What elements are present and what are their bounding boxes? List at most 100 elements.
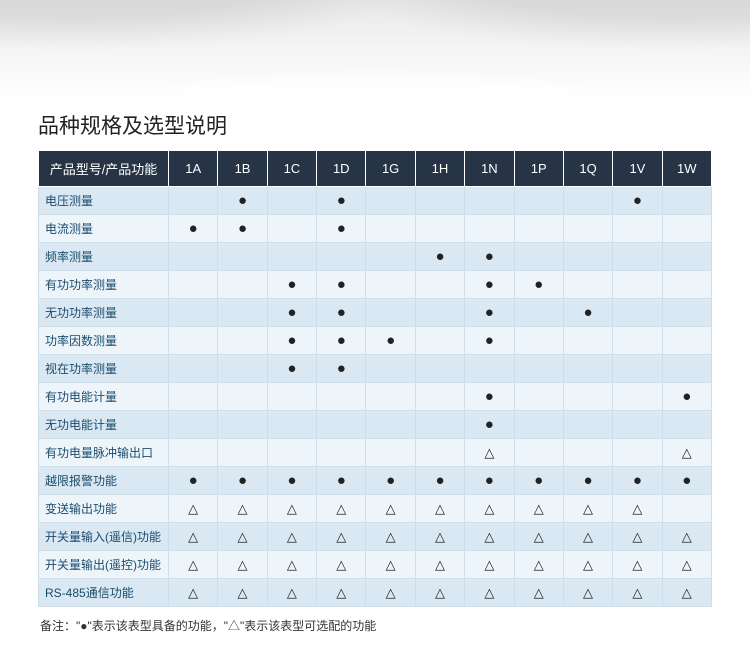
cell [415, 439, 464, 467]
cell [662, 187, 711, 215]
cell [267, 411, 316, 439]
cell: △ [366, 495, 415, 523]
cell [563, 383, 612, 411]
row-label: 功率因数测量 [39, 327, 169, 355]
cell [613, 439, 662, 467]
cell [415, 299, 464, 327]
cell: △ [169, 579, 218, 607]
header-col: 1W [662, 151, 711, 187]
cell [218, 355, 267, 383]
header-col: 1N [465, 151, 514, 187]
cell: △ [218, 579, 267, 607]
cell: ● [662, 383, 711, 411]
cell [613, 299, 662, 327]
decorative-banner [0, 0, 750, 100]
cell [267, 383, 316, 411]
cell [366, 187, 415, 215]
cell [662, 215, 711, 243]
cell [267, 243, 316, 271]
table-row: 有功电能计量 ● ● [39, 383, 712, 411]
cell: △ [662, 523, 711, 551]
table-row: 有功功率测量●●●● [39, 271, 712, 299]
cell [366, 243, 415, 271]
cell [563, 271, 612, 299]
table-row: 开关量输入(遥信)功能△△△△△△△△△△△ [39, 523, 712, 551]
cell [514, 243, 563, 271]
cell [662, 299, 711, 327]
cell: ● [267, 271, 316, 299]
cell [563, 355, 612, 383]
cell: ● [366, 327, 415, 355]
row-label: 有功功率测量 [39, 271, 169, 299]
header-col: 1H [415, 151, 464, 187]
cell: ● [317, 327, 366, 355]
cell: △ [514, 579, 563, 607]
cell [169, 187, 218, 215]
cell [563, 215, 612, 243]
cell [218, 243, 267, 271]
cell [514, 327, 563, 355]
table-row: 电流测量●●● [39, 215, 712, 243]
cell: △ [662, 551, 711, 579]
cell [267, 215, 316, 243]
cell [218, 383, 267, 411]
cell: △ [465, 495, 514, 523]
cell [613, 215, 662, 243]
row-label: 有功电能计量 [39, 383, 169, 411]
cell: △ [317, 579, 366, 607]
cell: △ [465, 551, 514, 579]
row-label: 变送输出功能 [39, 495, 169, 523]
cell [415, 271, 464, 299]
cell [514, 355, 563, 383]
cell: △ [662, 439, 711, 467]
cell: △ [563, 579, 612, 607]
cell: ● [613, 187, 662, 215]
table-row: 视在功率测量●● [39, 355, 712, 383]
table-row: 无功电能计量● [39, 411, 712, 439]
cell [169, 327, 218, 355]
cell [366, 271, 415, 299]
cell: ● [317, 299, 366, 327]
footnote: 备注："●"表示该表型具备的功能，"△"表示该表型可选配的功能 [38, 617, 712, 634]
cell [169, 439, 218, 467]
cell: ● [465, 411, 514, 439]
cell [613, 411, 662, 439]
header-col: 1C [267, 151, 316, 187]
table-row: 有功电量脉冲输出口△△ [39, 439, 712, 467]
cell: △ [514, 551, 563, 579]
cell [218, 439, 267, 467]
header-col: 1A [169, 151, 218, 187]
header-rowlabel: 产品型号/产品功能 [39, 151, 169, 187]
cell: △ [317, 523, 366, 551]
cell: ● [317, 271, 366, 299]
cell: ● [267, 355, 316, 383]
cell [169, 411, 218, 439]
cell [267, 187, 316, 215]
cell [169, 271, 218, 299]
cell [613, 327, 662, 355]
cell: △ [218, 523, 267, 551]
cell [317, 439, 366, 467]
cell: △ [613, 523, 662, 551]
cell [465, 355, 514, 383]
cell [366, 355, 415, 383]
cell: ● [465, 383, 514, 411]
cell [563, 411, 612, 439]
cell [563, 439, 612, 467]
row-label: RS-485通信功能 [39, 579, 169, 607]
cell [366, 383, 415, 411]
cell: △ [218, 495, 267, 523]
cell: ● [267, 299, 316, 327]
cell [415, 327, 464, 355]
cell: ● [317, 215, 366, 243]
cell: ● [465, 271, 514, 299]
cell [613, 383, 662, 411]
cell: ● [514, 271, 563, 299]
cell [563, 187, 612, 215]
cell: △ [267, 579, 316, 607]
cell [415, 383, 464, 411]
cell: ● [465, 299, 514, 327]
cell [169, 299, 218, 327]
cell [169, 243, 218, 271]
cell: ● [514, 467, 563, 495]
